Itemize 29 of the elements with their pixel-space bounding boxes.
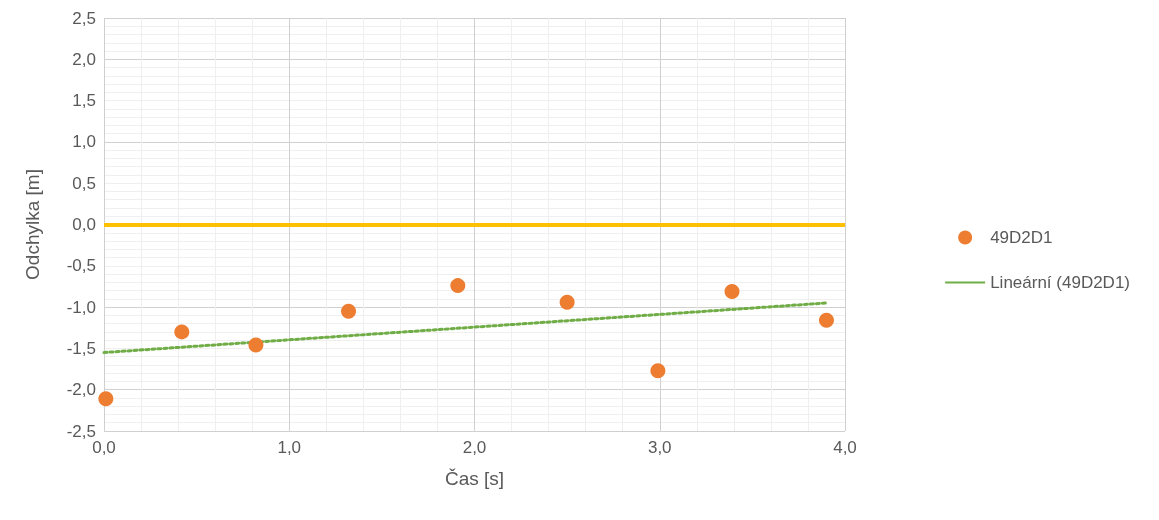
- y-tick-label: -0,5: [66, 256, 96, 276]
- x-tick-label: 4,0: [833, 438, 857, 457]
- x-tick-label: 1,0: [277, 438, 302, 457]
- point: [724, 283, 740, 299]
- point: [98, 391, 114, 407]
- y-tick-label: 2,0: [72, 49, 96, 69]
- x-tick-label: 2,0: [462, 438, 487, 457]
- x-tick-label: 3,0: [647, 438, 672, 457]
- point: [559, 294, 575, 310]
- point: [450, 278, 466, 294]
- y-tick-label: 0,0: [72, 215, 96, 234]
- y-tick-label: 0,5: [72, 173, 96, 193]
- x-tick-label: 0,0: [92, 438, 116, 457]
- y-tick-label: -1,5: [66, 338, 96, 358]
- y-tick-label: -2,5: [66, 421, 96, 441]
- point: [818, 312, 834, 328]
- point: [341, 303, 357, 319]
- y-axis-title: Odchylka [m]: [22, 169, 43, 280]
- y-tick-label: 2,5: [72, 8, 96, 28]
- x-axis-title: Čas [s]: [444, 468, 505, 489]
- point: [650, 363, 666, 379]
- point: [174, 324, 190, 340]
- y-tick-label: -2,0: [66, 380, 96, 400]
- point: [248, 337, 264, 353]
- y-tick-label: -1,0: [66, 297, 96, 317]
- y-tick-label: 1,0: [72, 132, 96, 152]
- legend-label: Lineární (49D2D1): [990, 273, 1131, 292]
- legend-label: 49D2D1: [990, 228, 1053, 247]
- y-tick-label: 1,5: [72, 91, 96, 111]
